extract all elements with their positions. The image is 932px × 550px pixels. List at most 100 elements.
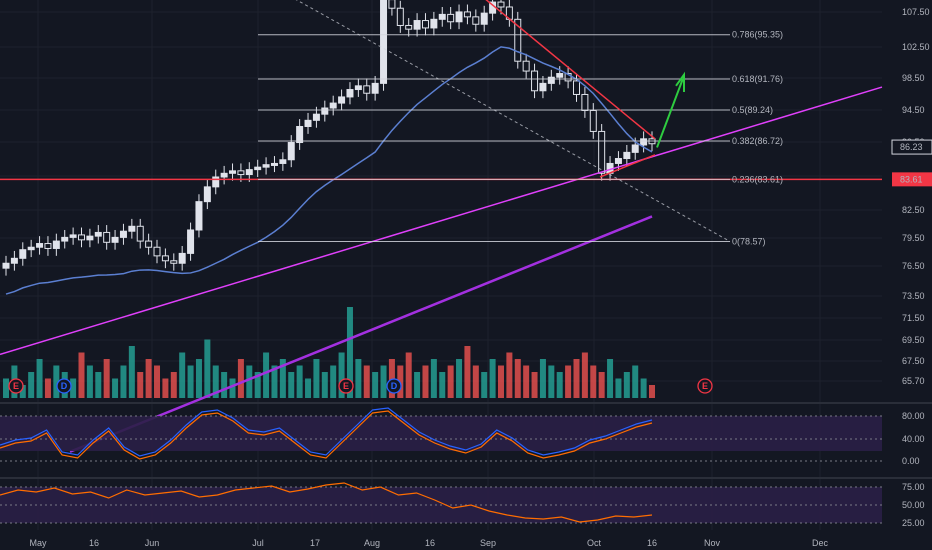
volume-bar (112, 378, 119, 398)
candle-body (572, 80, 580, 95)
date-axis-label: Nov (704, 538, 721, 548)
stoch-axis-label: 80.00 (902, 411, 925, 421)
volume-bar (523, 365, 530, 398)
volume-bar (573, 359, 580, 398)
candle-body (287, 142, 295, 161)
volume-bar (95, 372, 102, 398)
date-axis-label: 16 (89, 538, 99, 548)
current-price-tag (891, 139, 932, 155)
fib-level-label: 0.618(91.76) (732, 74, 783, 84)
event-badge-letter: E (343, 381, 349, 391)
trendline-magenta (0, 86, 883, 356)
volume-bar (514, 359, 521, 398)
candle-body (195, 201, 203, 231)
volume-bar (481, 372, 488, 398)
highlight-price-tag (892, 172, 932, 187)
volume-bar (623, 372, 630, 398)
date-axis[interactable]: May 16 Jun Jul 17 Aug 16 Sep Oct 16 Nov Dec (29, 538, 828, 548)
sma-purple-line (69, 215, 653, 453)
price-axis-label: 67.50 (902, 356, 925, 366)
date-axis-label: 17 (310, 538, 320, 548)
candle-body (178, 252, 186, 264)
drawing-overlays[interactable]: 1(99.92)0.786(95.35)0.618(91.76)0.5(89.2… (0, 0, 883, 453)
candle-body (237, 170, 245, 176)
volume-bar (489, 359, 496, 398)
candle-body (631, 144, 639, 153)
price-axis-label: 94.50 (902, 105, 925, 115)
candle-body (447, 13, 455, 23)
candle-body (354, 85, 362, 91)
volume-bar (581, 352, 588, 398)
event-badge-earnings[interactable] (338, 378, 354, 394)
candle-body (388, 0, 396, 9)
price-axis[interactable]: 107.50102.5098.5094.5090.5082.5079.5076.… (891, 7, 932, 386)
fib-trend-dashed (295, 0, 731, 242)
candle-body (581, 93, 589, 111)
price-axis-label: 98.50 (902, 73, 925, 83)
price-axis-label: 69.50 (902, 335, 925, 345)
candle-body (430, 18, 438, 29)
volume-bar (36, 359, 43, 398)
candle-body (564, 73, 572, 82)
volume-bar (78, 352, 85, 398)
candle-body (187, 229, 195, 254)
candle-body (2, 262, 10, 269)
volume-bar (44, 378, 51, 398)
stochastic-pane[interactable]: 80.00 40.00 0.00 (0, 407, 925, 466)
candle-body (514, 18, 522, 62)
projection-arrow-head (675, 71, 685, 92)
fib-level-label: 0.382(86.72) (732, 136, 783, 146)
fib-level-label: 0(78.57) (732, 236, 766, 246)
volume-bar (372, 372, 379, 398)
candle-body (136, 225, 144, 242)
fib-level-label: 0.786(95.35) (732, 30, 783, 40)
volume-bar (506, 352, 513, 398)
downtrend-line (485, 0, 656, 140)
volume-bar (456, 359, 463, 398)
stoch-k-line (0, 407, 653, 457)
candle-body (153, 246, 161, 257)
volume-bar (388, 359, 395, 398)
volume-bar (279, 359, 286, 398)
candle-body (522, 60, 530, 72)
candle-body (321, 107, 329, 115)
candle-body (589, 109, 597, 132)
volume-bar (195, 359, 202, 398)
volume-bar (128, 346, 135, 398)
price-pane[interactable] (2, 0, 656, 276)
rsi-pane[interactable]: 75.00 50.00 25.00 (0, 482, 925, 528)
candle-body (296, 125, 304, 144)
event-badge-earnings[interactable] (8, 378, 24, 394)
event-badge-dividend[interactable] (56, 378, 72, 394)
event-badge-letter: D (61, 381, 68, 391)
candle-body (170, 260, 178, 264)
candle-body (69, 234, 77, 238)
fib-level-label: 0.236(83.61) (732, 174, 783, 184)
candle-body (438, 13, 446, 20)
candle-body (27, 246, 35, 251)
volume-bar (296, 365, 303, 398)
volume-bar (70, 378, 77, 398)
candle-body (396, 7, 404, 26)
volume-bar (338, 352, 345, 398)
event-badge-dividend[interactable] (386, 378, 402, 394)
candle-body (270, 162, 278, 166)
candle-body (220, 172, 228, 178)
candle-body (212, 176, 220, 188)
volume-bar (86, 365, 93, 398)
volume-bar (598, 372, 605, 398)
date-axis-label: Jun (145, 538, 160, 548)
candle-body (312, 113, 320, 121)
volume-bar (363, 365, 370, 398)
volume-bar (565, 365, 572, 398)
candle-body (203, 186, 211, 203)
volume-bar (229, 378, 236, 398)
event-badge-earnings[interactable] (697, 378, 713, 394)
date-axis-label: May (29, 538, 47, 548)
price-axis-label: 82.50 (902, 205, 925, 215)
candle-body (497, 1, 505, 8)
candle-body (229, 170, 237, 174)
fib-level-label: 0.5(89.24) (732, 105, 773, 115)
